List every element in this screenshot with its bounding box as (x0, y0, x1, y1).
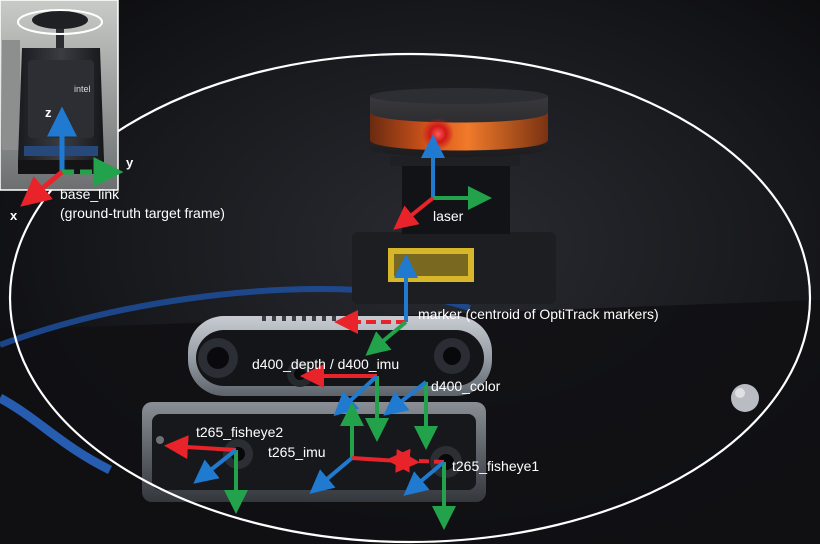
t265-fisheye2-frame-axes (164, 435, 248, 514)
t265-imu-label: t265_imu (268, 444, 326, 460)
highlight-ellipse (8, 52, 812, 544)
d400-camera (188, 316, 492, 396)
t265-fisheye1-label: t265_fisheye1 (452, 458, 540, 474)
axis-z-label: z (45, 105, 52, 120)
t265-fisheye2-label: t265_fisheye2 (196, 424, 284, 440)
robot-inset-photo (0, 0, 119, 191)
robot-logo-text: intel (74, 84, 91, 94)
base-link-note-label: (ground-truth target frame) (60, 205, 225, 221)
t265-fisheye1-frame-axes (386, 448, 456, 530)
laser-frame-axes (393, 134, 492, 230)
base-link-label: base_link (60, 186, 120, 202)
d400-depth-imu-label: d400_depth / d400_imu (252, 356, 400, 372)
marker-frame-axes (334, 254, 418, 356)
base-link-frame-axes (20, 106, 124, 207)
d400-color-label: d400_color (431, 378, 501, 394)
axis-y-label: y (126, 155, 134, 170)
inset-top-ellipse (17, 9, 103, 35)
axis-x-label: x (10, 208, 18, 223)
laser-label: laser (433, 208, 464, 224)
marker-label: marker (centroid of OptiTrack markers) (418, 306, 659, 322)
d400-color-frame-axes (383, 380, 438, 450)
